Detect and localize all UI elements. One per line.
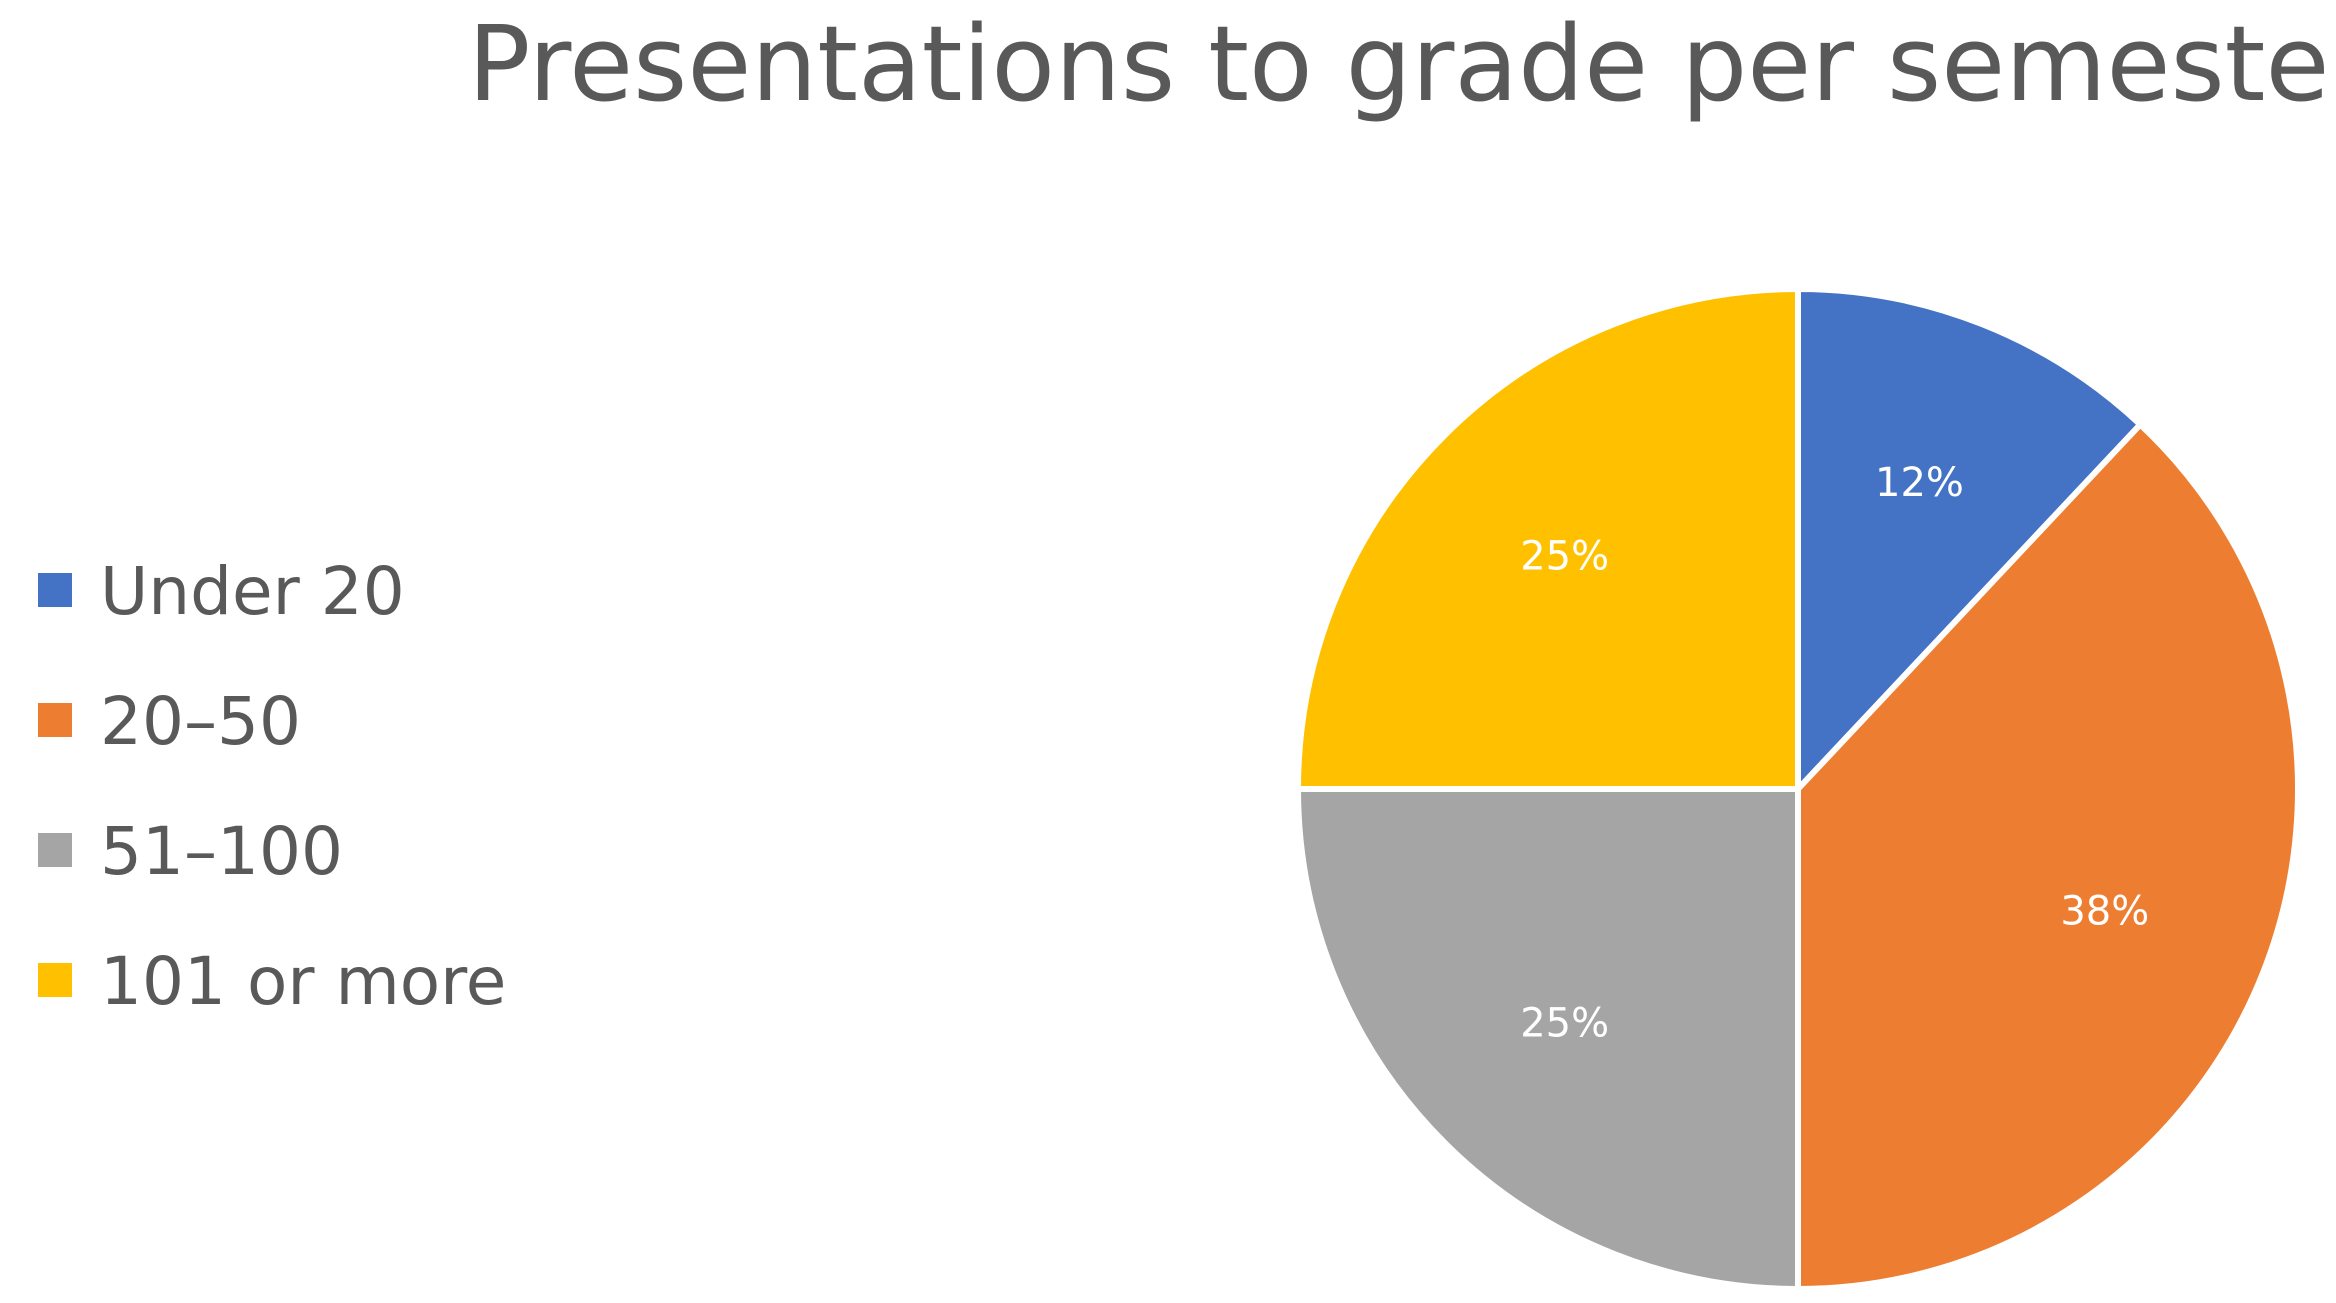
- legend-swatch-under-20: [38, 573, 72, 607]
- legend-swatch-51-100: [38, 833, 72, 867]
- legend-label-20-50: 20–50: [100, 683, 301, 760]
- pie-slice-51-100: [1295, 786, 1801, 1292]
- legend-swatch-101-or-more: [38, 963, 72, 997]
- pie-slice-under-20: [1795, 286, 2144, 792]
- legend-label-51-100: 51–100: [100, 813, 343, 890]
- pie-slices: [1295, 286, 2301, 1292]
- legend-label-under-20: Under 20: [100, 553, 405, 630]
- pie-slice-20-50: [1795, 421, 2301, 1292]
- legend-item-under-20: Under 20: [38, 553, 405, 630]
- legend: Under 20 20–50 51–100 101 or more: [38, 553, 506, 1020]
- data-labels: 12% 38% 25% 25%: [1520, 460, 2149, 1046]
- legend-item-101-or-more: 101 or more: [38, 943, 506, 1020]
- legend-label-101-or-more: 101 or more: [100, 943, 506, 1020]
- chart-title: Presentations to grade per semester: [468, 3, 2336, 125]
- data-label-101-or-more: 25%: [1520, 534, 1609, 580]
- data-label-under-20: 12%: [1875, 460, 1964, 506]
- data-label-51-100: 25%: [1520, 1000, 1609, 1046]
- legend-swatch-20-50: [38, 703, 72, 737]
- legend-item-51-100: 51–100: [38, 813, 343, 890]
- pie-slice-101-or-more: [1295, 286, 1801, 792]
- legend-item-20-50: 20–50: [38, 683, 301, 760]
- data-label-20-50: 38%: [2060, 888, 2149, 934]
